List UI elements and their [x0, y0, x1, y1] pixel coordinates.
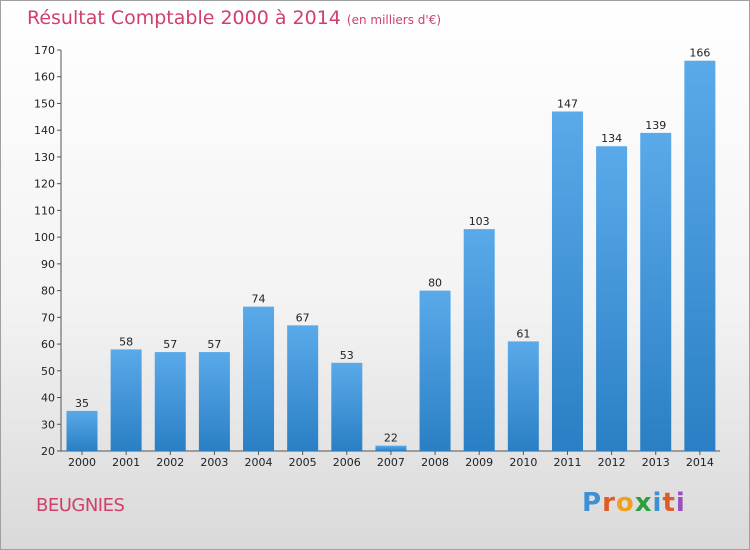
bar	[110, 349, 142, 451]
chart-title: Résultat Comptable 2000 à 2014 (en millie…	[27, 7, 441, 29]
y-tick-label: 150	[34, 97, 55, 110]
y-tick-label: 170	[34, 44, 55, 57]
y-tick-label: 60	[41, 338, 55, 351]
y-tick-label: 30	[41, 418, 55, 431]
commune-name: BEUGNIES	[36, 495, 125, 516]
data-label: 22	[384, 432, 398, 445]
y-tick-label: 160	[34, 71, 55, 84]
chart-labels: 2000 35 2001 58 2002 57 2003 57 2004 74 2005 67 2006…	[68, 47, 714, 469]
bar	[375, 445, 407, 451]
data-label: 139	[645, 119, 666, 132]
x-tick-label: 2003	[200, 456, 228, 469]
x-tick-label: 2009	[465, 456, 493, 469]
x-tick-label: 2000	[68, 456, 96, 469]
x-tick-label: 2002	[156, 456, 184, 469]
chart-title-text: Résultat Comptable 2000 à 2014	[27, 7, 341, 29]
bar	[154, 352, 186, 451]
bar	[419, 290, 451, 451]
x-tick-label: 2013	[642, 456, 670, 469]
y-tick-label: 80	[41, 285, 55, 298]
data-label: 166	[689, 47, 710, 60]
y-tick-label: 40	[41, 392, 55, 405]
data-label: 80	[428, 277, 442, 290]
data-label: 57	[163, 338, 177, 351]
data-label: 74	[252, 293, 266, 306]
bar	[198, 352, 230, 451]
data-label: 58	[119, 335, 133, 348]
data-label: 103	[469, 215, 490, 228]
data-label: 35	[75, 397, 89, 410]
chart-bars	[66, 60, 716, 452]
y-tick-label: 20	[41, 445, 55, 458]
bar	[243, 306, 275, 451]
data-label: 147	[557, 97, 578, 110]
x-tick-label: 2012	[598, 456, 626, 469]
data-label: 67	[296, 311, 310, 324]
bar	[551, 111, 583, 451]
x-tick-label: 2008	[421, 456, 449, 469]
x-tick-label: 2004	[245, 456, 273, 469]
bar	[287, 325, 319, 451]
bar	[596, 146, 628, 452]
x-tick-label: 2007	[377, 456, 405, 469]
y-tick-label: 120	[34, 178, 55, 191]
y-tick-label: 140	[34, 124, 55, 137]
bar	[640, 132, 672, 451]
data-label: 57	[207, 338, 221, 351]
chart-axes: 20 30 40 50 60 70 80 90 100 110 120 130 140 150 160 170	[34, 44, 720, 458]
bar	[331, 362, 363, 451]
x-tick-label: 2010	[509, 456, 537, 469]
y-tick-label: 50	[41, 365, 55, 378]
y-tick-label: 130	[34, 151, 55, 164]
x-tick-label: 2001	[112, 456, 140, 469]
y-tick-label: 70	[41, 311, 55, 324]
bar	[684, 60, 716, 452]
data-label: 134	[601, 132, 622, 145]
y-tick-label: 90	[41, 258, 55, 271]
bar	[507, 341, 539, 451]
y-tick-label: 110	[34, 204, 55, 217]
x-tick-label: 2006	[333, 456, 361, 469]
data-label: 61	[516, 327, 530, 340]
data-label: 53	[340, 349, 354, 362]
x-tick-label: 2011	[553, 456, 581, 469]
bar	[66, 410, 98, 451]
x-tick-label: 2014	[686, 456, 714, 469]
x-tick-label: 2005	[289, 456, 317, 469]
bar	[463, 229, 495, 451]
proxiti-logo: Proxiti	[582, 488, 686, 518]
y-tick-label: 100	[34, 231, 55, 244]
chart-subtitle: (en milliers d'€)	[346, 13, 442, 27]
